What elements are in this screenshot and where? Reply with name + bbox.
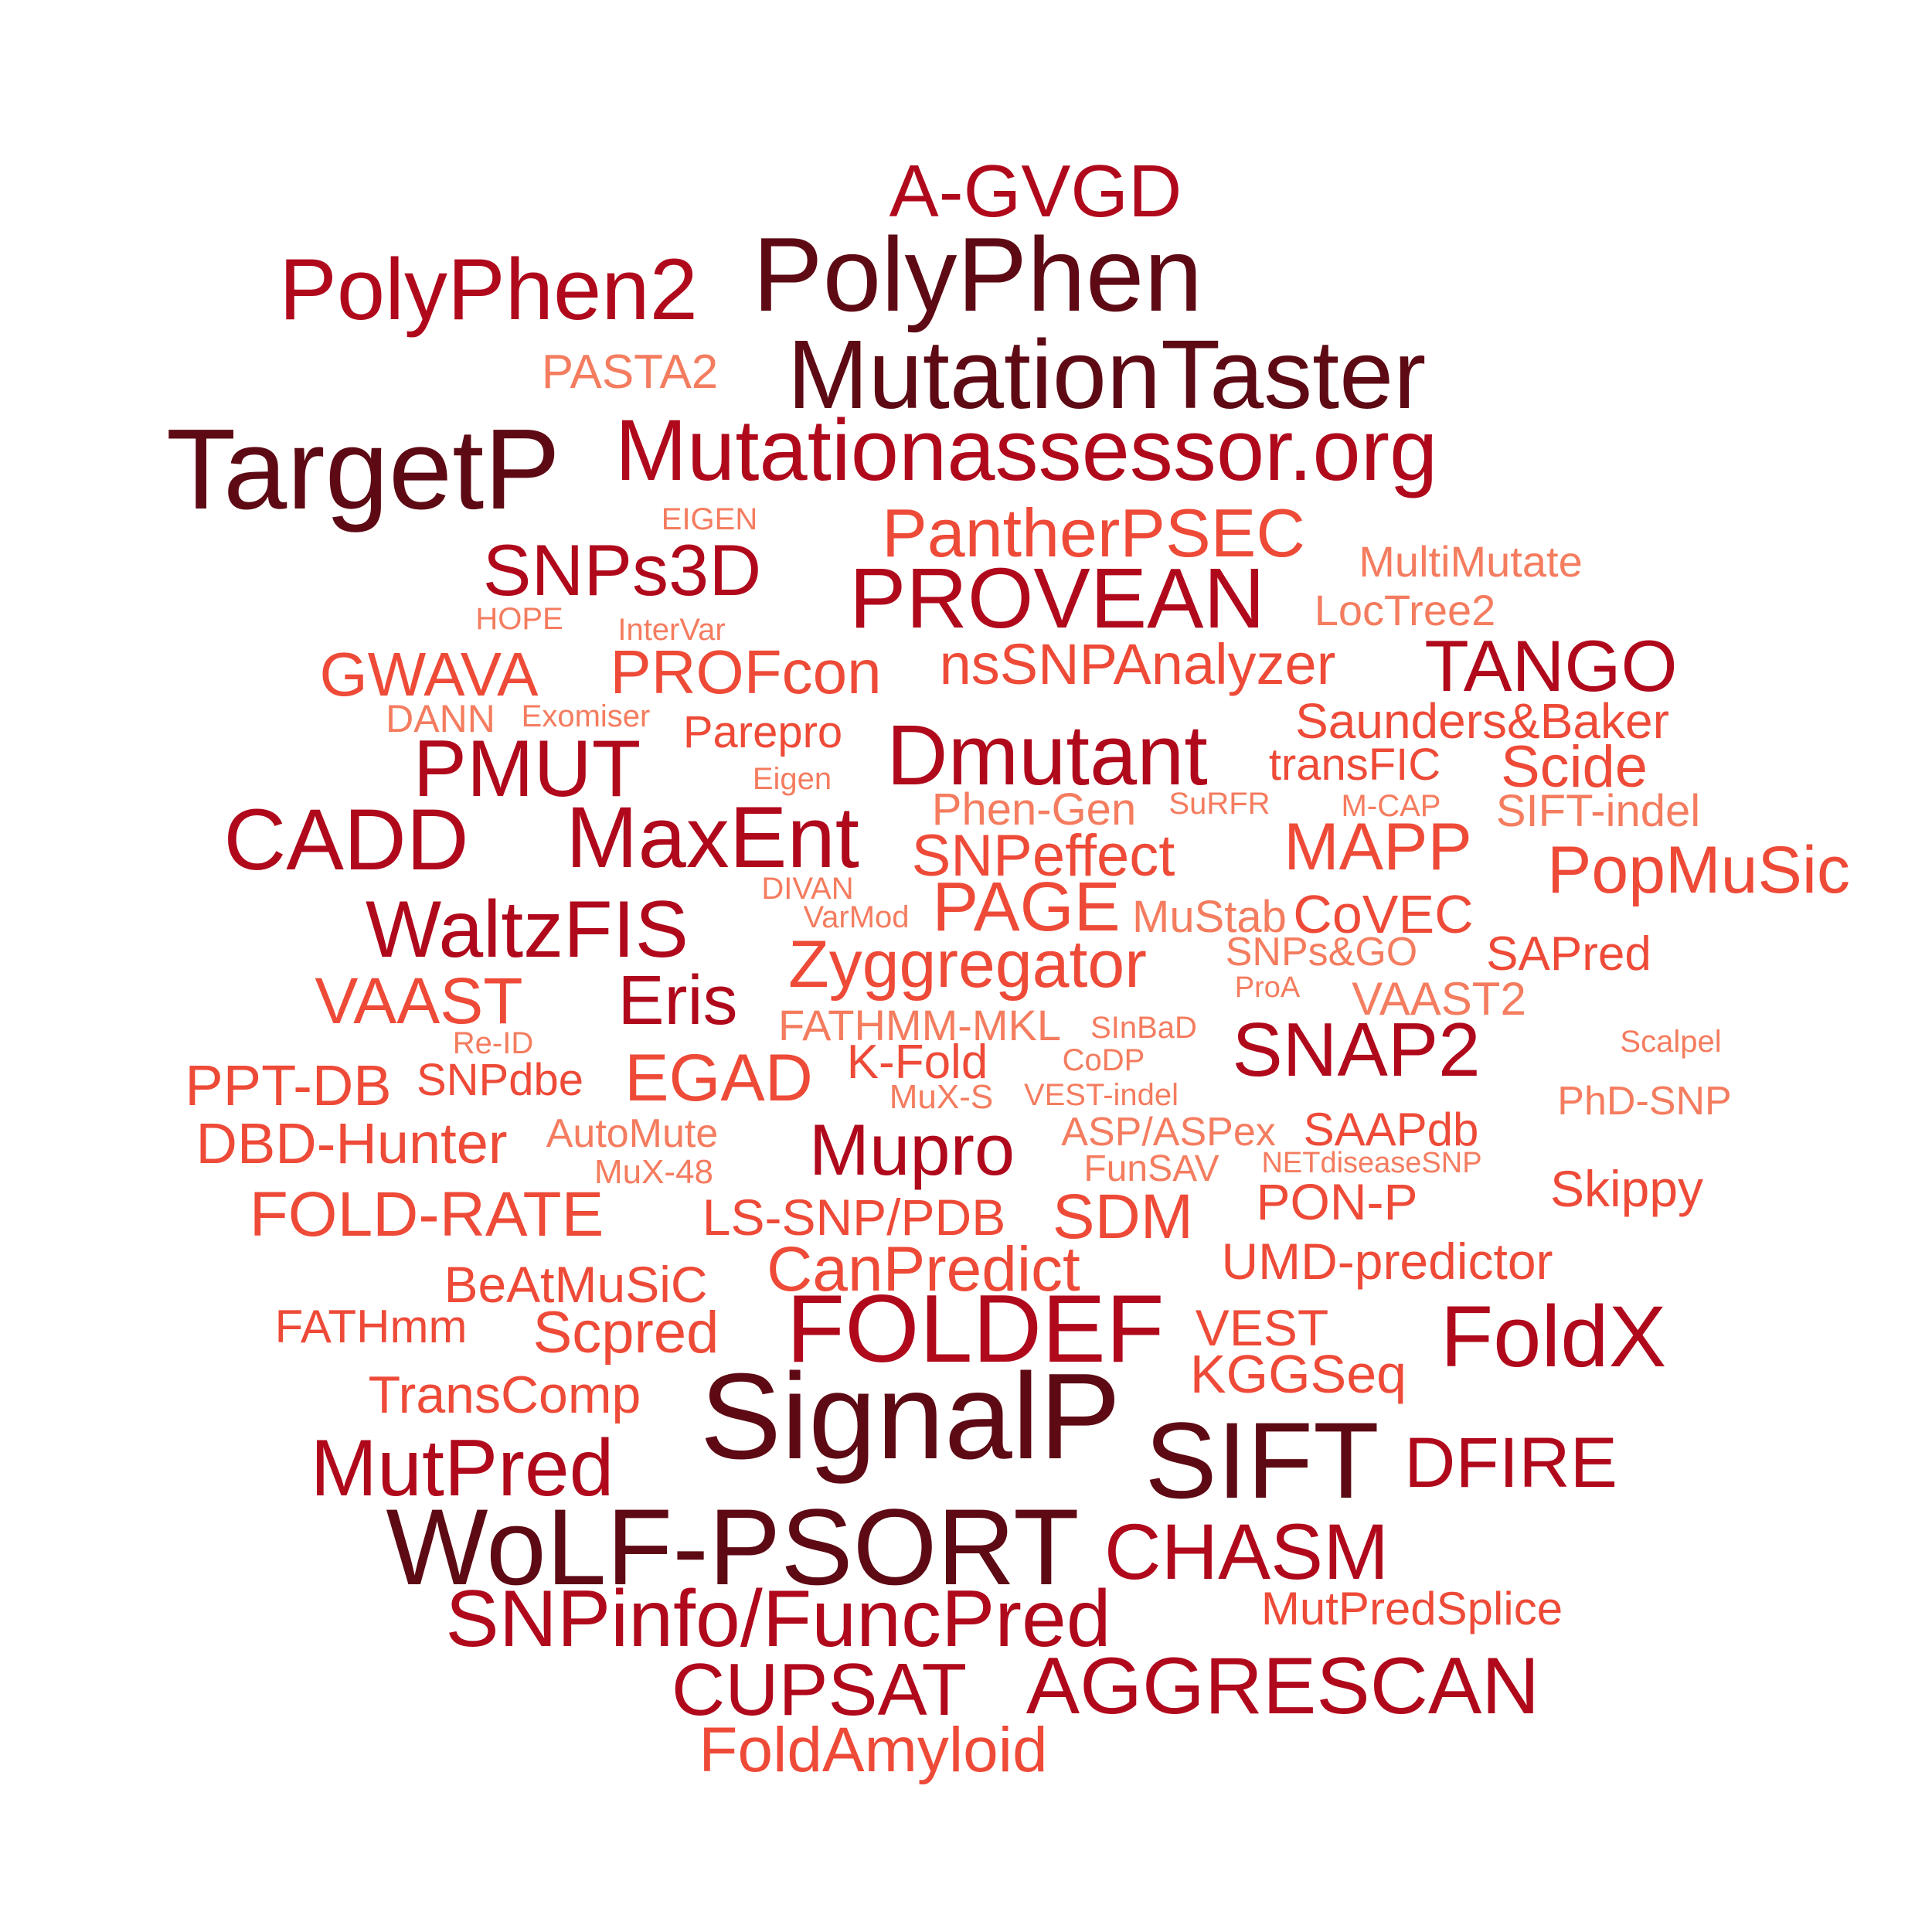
word: FATHMM-MKL	[777, 1001, 1062, 1049]
word: CoDP	[1062, 1043, 1145, 1077]
word: PopMuSic	[1547, 833, 1850, 907]
word: SNPs&GO	[1225, 930, 1418, 975]
word: FoldAmyloid	[699, 1715, 1048, 1785]
word: MutationTaster	[787, 320, 1427, 429]
word: Phen-Gen	[931, 784, 1137, 835]
word: Mutationassessor.org	[614, 402, 1438, 498]
word: SDM	[1052, 1182, 1194, 1252]
word: SNAP2	[1232, 1007, 1481, 1092]
word: FATHmm	[274, 1301, 468, 1352]
word: PROFcon	[610, 638, 882, 706]
word: Zyggregator	[788, 927, 1147, 1002]
word: BeAtMuSiC	[444, 1256, 708, 1313]
word: PolyPhen	[752, 216, 1203, 333]
word: CanPredict	[767, 1234, 1080, 1304]
word: Saunders&Baker	[1295, 693, 1669, 749]
word: Dmutant	[886, 708, 1208, 803]
word: VarMod	[803, 900, 910, 934]
word: Parepro	[682, 707, 843, 757]
word: FoldX	[1440, 1288, 1667, 1385]
word: DIVAN	[761, 872, 854, 906]
word: Skippy	[1549, 1160, 1704, 1217]
word: MuStab	[1132, 892, 1287, 942]
word: TransComp	[368, 1366, 641, 1424]
word: Scalpel	[1620, 1025, 1722, 1059]
word: UMD-predictor	[1221, 1233, 1553, 1290]
word: SIFT-indel	[1495, 786, 1701, 836]
word: SignalP	[699, 1349, 1121, 1485]
word: Re-ID	[452, 1026, 534, 1060]
word: Eigen	[752, 762, 832, 796]
word: DBD-Hunter	[196, 1111, 508, 1175]
word: LS-SNP/PDB	[702, 1189, 1006, 1246]
word: Mupro	[808, 1109, 1015, 1190]
word: PON-P	[1256, 1173, 1418, 1230]
word: PantherPSEC	[882, 495, 1305, 571]
word: TANGO	[1424, 625, 1678, 706]
word: MutPred	[310, 1423, 614, 1513]
word: VAAST2	[1352, 973, 1526, 1025]
word: PolyPhen2	[279, 241, 698, 338]
word: Scide	[1500, 734, 1648, 800]
word: MutPredSplice	[1260, 1583, 1563, 1634]
word: TargetP	[165, 406, 561, 533]
word: EIGEN	[661, 502, 758, 536]
word: DFIRE	[1404, 1423, 1617, 1502]
word: MuX-48	[594, 1153, 714, 1191]
word: DANN	[386, 697, 495, 740]
word: Scpred	[532, 1300, 719, 1366]
word: PASTA2	[541, 345, 719, 399]
word: WaltzFIS	[366, 885, 689, 975]
word: MaxEnt	[566, 789, 859, 886]
word: ASP/ASPex	[1061, 1110, 1276, 1155]
word: SNPinfo/FuncPred	[445, 1574, 1111, 1664]
word: A-GVGD	[889, 150, 1182, 233]
word: FOLDEF	[786, 1276, 1165, 1383]
word: NETdiseaseSNP	[1261, 1147, 1482, 1179]
word: K-Fold	[846, 1036, 988, 1089]
word: SAAPdb	[1303, 1104, 1479, 1155]
word: MuX-S	[889, 1078, 994, 1116]
word: transFIC	[1268, 740, 1441, 790]
word: CHASM	[1104, 1508, 1389, 1596]
word: PhD-SNP	[1557, 1079, 1732, 1124]
word: SNPdbe	[416, 1055, 584, 1105]
word: InterVar	[617, 613, 726, 647]
word: M-CAP	[1341, 789, 1441, 823]
word: LocTree2	[1314, 586, 1496, 634]
word: SIFT	[1145, 1400, 1379, 1521]
word: SInBaD	[1090, 1011, 1197, 1045]
word: KGGSeq	[1189, 1344, 1407, 1404]
word: VAAST	[315, 964, 523, 1037]
word: EGAD	[624, 1041, 813, 1115]
word: VEST	[1195, 1299, 1329, 1356]
word: FunSAV	[1083, 1148, 1219, 1189]
word: MAPP	[1284, 810, 1472, 884]
word: MultiMutate	[1359, 537, 1583, 586]
word: nsSNPAnalyzer	[939, 632, 1336, 696]
word: CoVEC	[1293, 884, 1474, 944]
word: VEST-indel	[1023, 1078, 1179, 1112]
word: ProA	[1234, 971, 1301, 1004]
word: SAPred	[1486, 927, 1651, 981]
word: AutoMute	[546, 1111, 719, 1156]
word: Eris	[617, 962, 738, 1039]
word: PAGE	[932, 869, 1121, 946]
word: GWAVA	[319, 640, 539, 709]
word: WoLF-PSORT	[386, 1486, 1080, 1607]
word: SuRFR	[1168, 787, 1270, 821]
word: Exomiser	[521, 699, 651, 733]
word: CUPSAT	[671, 1648, 968, 1731]
word: PMUT	[413, 724, 641, 814]
word: HOPE	[475, 602, 563, 636]
word: FOLD-RATE	[249, 1179, 604, 1250]
word: CADD	[223, 791, 469, 888]
word: SNPeffect	[911, 823, 1175, 889]
word: SNPs3D	[482, 529, 762, 611]
word: AGGRESCAN	[1026, 1641, 1540, 1731]
word: PPT-DB	[185, 1053, 392, 1117]
word: PROVEAN	[849, 551, 1265, 646]
